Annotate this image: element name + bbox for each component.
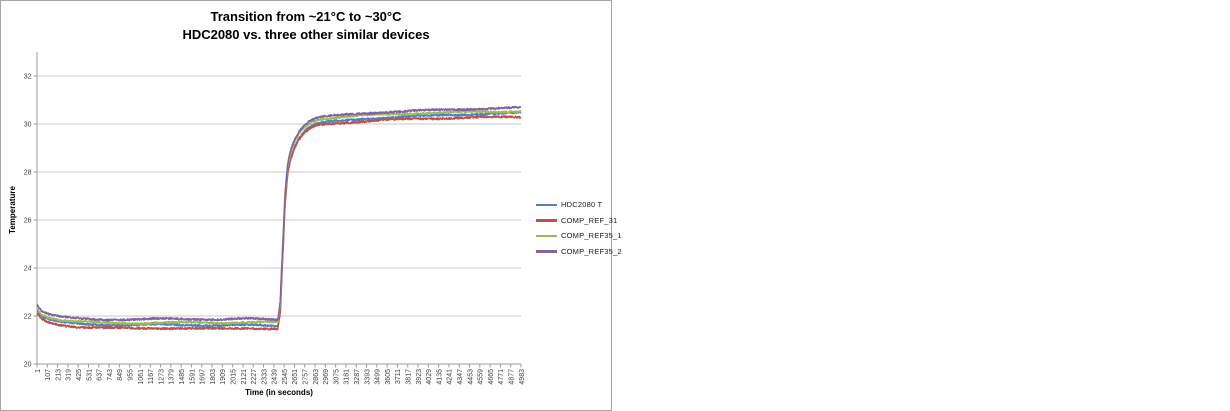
legend-label: COMP_REF35_1 — [561, 231, 622, 241]
x-tick-label: 4135 — [436, 369, 443, 385]
x-tick-label: 4241 — [447, 369, 454, 385]
x-tick-label: 3499 — [375, 369, 382, 385]
x-tick-label: 849 — [117, 369, 124, 381]
x-tick-label: 4559 — [478, 369, 485, 385]
y-tick-label: 32 — [24, 74, 32, 81]
x-axis-title: Time (in seconds) — [245, 388, 313, 397]
x-tick-label: 2333 — [261, 369, 268, 385]
x-tick-label: 1379 — [169, 369, 176, 385]
x-tick-label: 2545 — [282, 369, 289, 385]
x-tick-label: 4877 — [509, 369, 516, 385]
x-tick-label: 2121 — [241, 369, 248, 385]
x-tick-label: 3181 — [344, 369, 351, 385]
x-tick-label: 425 — [76, 369, 83, 381]
plot-area: 20 22 24 26 28 30 32 1 107 213 319 425 531 637 743 849 9… — [24, 52, 526, 385]
plot-svg: 20 22 24 26 28 30 32 1 107 213 319 425 531 637 743 849 9… — [8, 52, 526, 397]
chart-frame: Transition from ~21°C to ~30°C HDC2080 v… — [0, 0, 622, 411]
legend-item: HDC2080 T — [536, 197, 622, 213]
legend: HDC2080 T COMP_REF_31 COMP_REF35_1 COMP_… — [536, 197, 622, 259]
x-tick-label: 2227 — [251, 369, 258, 385]
legend-item: COMP_REF35_1 — [536, 228, 622, 244]
legend-label: COMP_REF_31 — [561, 215, 618, 225]
x-tick-label: 2439 — [272, 369, 279, 385]
x-tick-label: 743 — [107, 369, 114, 381]
x-tick-label: 955 — [127, 369, 134, 381]
y-tick-label: 30 — [24, 122, 32, 129]
x-tick-label: 1061 — [138, 369, 145, 385]
legend-swatch — [536, 203, 557, 206]
y-tick-label: 24 — [24, 266, 32, 273]
x-tick-label: 637 — [97, 369, 104, 381]
y-tick-label: 28 — [24, 170, 32, 177]
legend-swatch — [536, 250, 557, 253]
legend-label: HDC2080 T — [561, 200, 603, 210]
x-tick-label: 4453 — [467, 369, 474, 385]
y-axis-title: Temperature — [8, 186, 17, 234]
x-tick-label: 1591 — [189, 369, 196, 385]
x-tick-label: 3817 — [406, 369, 413, 385]
x-tick-label: 2651 — [292, 369, 299, 385]
x-tick-label: 4665 — [488, 369, 495, 385]
y-tick-label: 20 — [24, 362, 32, 369]
x-tick-label: 3711 — [395, 369, 402, 384]
y-tick-label: 26 — [24, 218, 32, 225]
series-line — [36, 105, 522, 322]
x-tick-label: 2969 — [323, 369, 330, 385]
x-tick-label: 1697 — [200, 369, 207, 385]
legend-swatch — [536, 219, 557, 222]
x-tick-label: 4347 — [457, 369, 464, 385]
x-tick-label: 107 — [45, 369, 52, 381]
x-tick-label: 4983 — [519, 369, 526, 385]
y-tick-label: 22 — [24, 314, 32, 321]
series-line — [36, 109, 522, 326]
legend-item: COMP_REF35_2 — [536, 244, 622, 260]
chart-title: Transition from ~21°C to ~30°C — [210, 9, 402, 24]
x-tick-label: 3393 — [364, 369, 371, 385]
x-tick-label: 1167 — [148, 369, 155, 384]
legend-swatch — [536, 234, 557, 237]
x-tick-label: 213 — [55, 369, 62, 381]
x-tick-label: 1803 — [210, 369, 217, 385]
x-tick-label: 2757 — [303, 369, 310, 385]
x-tick-label: 2863 — [313, 369, 320, 385]
x-tick-label: 1 — [35, 369, 42, 373]
x-tick-label: 3605 — [385, 369, 392, 385]
chart-subtitle: HDC2080 vs. three other similar devices — [182, 27, 430, 42]
x-tick-label: 1485 — [179, 369, 186, 385]
x-tick-label: 3923 — [416, 369, 423, 385]
x-tick-label: 3075 — [333, 369, 340, 385]
x-tick-label: 319 — [66, 369, 73, 381]
chart-title-block: Transition from ~21°C to ~30°C HDC2080 v… — [1, 8, 611, 44]
x-tick-label: 1909 — [220, 369, 227, 385]
x-tick-label: 1273 — [158, 369, 165, 385]
x-tick-label: 4771 — [498, 369, 505, 385]
legend-item: COMP_REF_31 — [536, 213, 622, 229]
series-line — [36, 111, 522, 328]
series-line — [36, 115, 522, 331]
legend-label: COMP_REF35_2 — [561, 246, 622, 256]
x-tick-label: 3287 — [354, 369, 361, 385]
x-tick-label: 531 — [86, 369, 93, 381]
x-tick-label: 2015 — [230, 369, 237, 385]
x-tick-label: 4029 — [426, 369, 433, 385]
